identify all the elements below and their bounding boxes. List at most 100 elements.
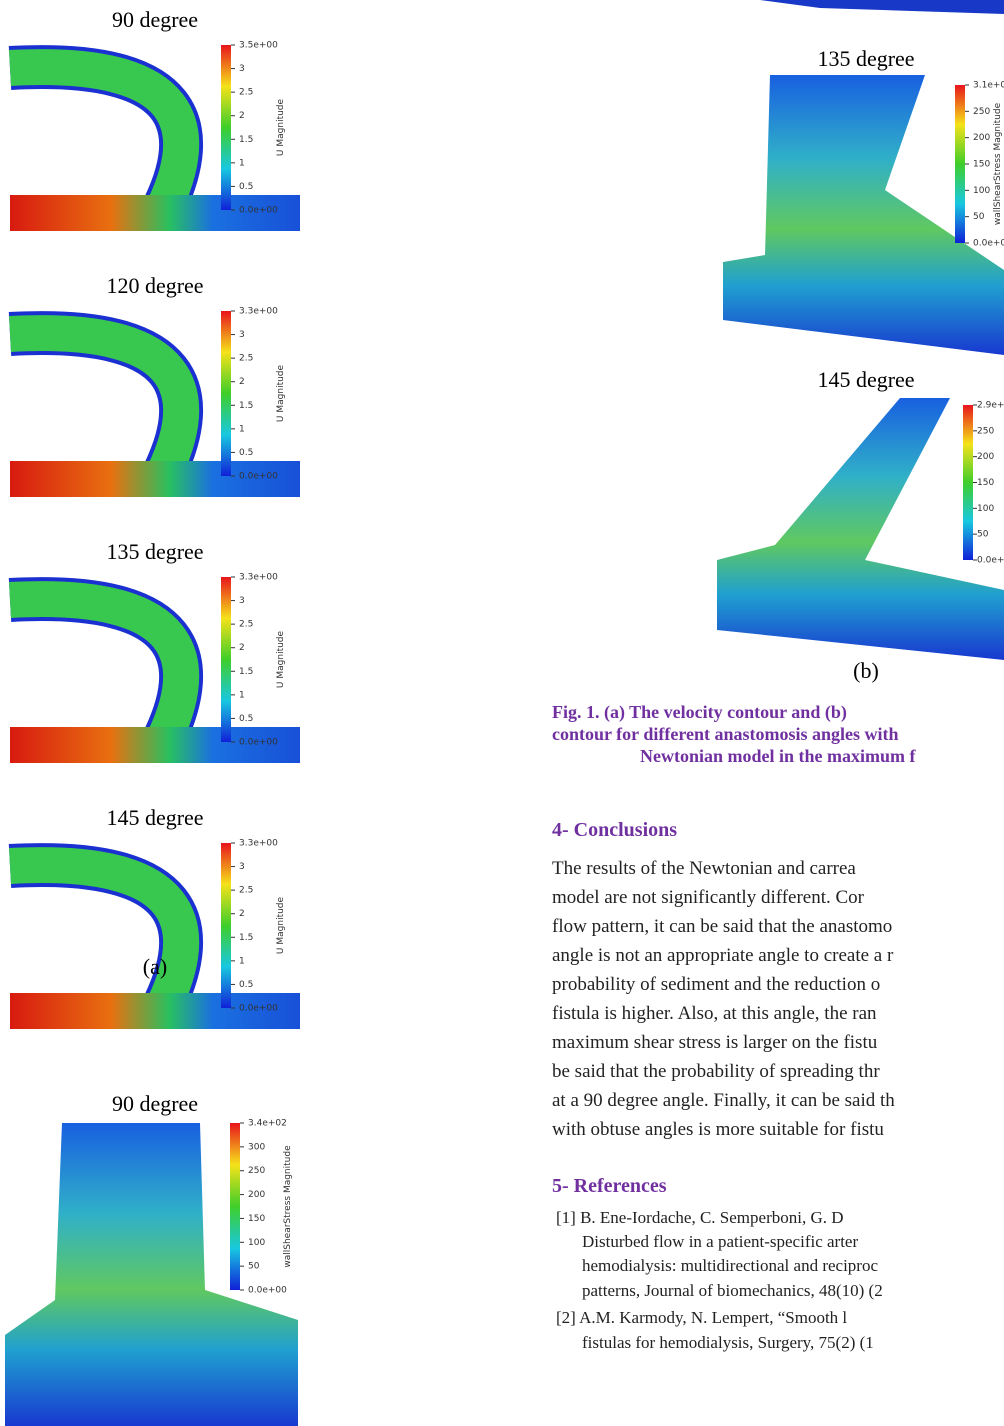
colorbar-label: 0.0e+00 bbox=[239, 1004, 278, 1014]
colorbar bbox=[963, 405, 973, 560]
colorbar bbox=[955, 85, 965, 243]
colorbar-label: 2.5 bbox=[239, 620, 253, 630]
panel-label: 145 degree bbox=[817, 367, 914, 392]
colorbar-label: 3 bbox=[239, 330, 245, 340]
colorbar-label: 50 bbox=[973, 212, 985, 222]
colorbar-label: 3.3e+00 bbox=[239, 573, 278, 583]
reference-line: [1] B. Ene-Iordache, C. Semperboni, G. D bbox=[556, 1208, 844, 1227]
colorbar-label: 1.5 bbox=[239, 135, 253, 145]
colorbar-title: U Magnitude bbox=[276, 98, 286, 156]
reference-line: patterns, Journal of biomechanics, 48(10… bbox=[582, 1281, 883, 1300]
panel-label: 135 degree bbox=[817, 46, 914, 71]
vessel-flow bbox=[9, 581, 199, 745]
section-heading: 4- Conclusions bbox=[552, 819, 677, 841]
section-heading: 5- References bbox=[552, 1175, 667, 1197]
colorbar-label: 150 bbox=[977, 478, 994, 488]
colorbar-label: 0.0e+00 bbox=[239, 206, 278, 216]
colorbar-label: 3.3e+00 bbox=[239, 839, 278, 849]
colorbar bbox=[230, 1123, 240, 1290]
colorbar-label: 2 bbox=[239, 909, 245, 919]
colorbar-label: 0.0e+00 bbox=[977, 556, 1004, 566]
vessel-flow bbox=[9, 315, 199, 479]
colorbar-label: 2.5 bbox=[239, 88, 253, 98]
colorbar-label: 0.5 bbox=[239, 182, 253, 192]
caption-line: contour for different anastomosis angles… bbox=[552, 724, 899, 744]
colorbar-label: 250 bbox=[973, 107, 990, 117]
colorbar-label: 3.4e+02 bbox=[248, 1119, 287, 1129]
colorbar-label: 1.5 bbox=[239, 933, 253, 943]
vessel-wss bbox=[723, 75, 1004, 355]
colorbar bbox=[221, 45, 231, 210]
panel-label: 120 degree bbox=[106, 273, 203, 298]
colorbar-label: 200 bbox=[977, 452, 994, 462]
colorbar-label: 1 bbox=[239, 424, 245, 434]
colorbar-label: 150 bbox=[973, 160, 990, 170]
colorbar-label: 0.0e+00 bbox=[239, 738, 278, 748]
colorbar-label: 100 bbox=[977, 504, 994, 514]
colorbar-label: 3.3e+00 bbox=[239, 307, 278, 317]
panel-group-label: (b) bbox=[853, 658, 879, 683]
paragraph-line: with obtuse angles is more suitable for … bbox=[552, 1119, 884, 1140]
reference-line: Disturbed flow in a patient-specific art… bbox=[582, 1232, 858, 1251]
colorbar-label: 150 bbox=[248, 1214, 265, 1224]
colorbar-label: 3 bbox=[239, 64, 245, 74]
colorbar-label: 0.5 bbox=[239, 980, 253, 990]
vessel-tube bbox=[10, 727, 300, 763]
colorbar-label: 3 bbox=[239, 596, 245, 606]
colorbar bbox=[221, 577, 231, 742]
paragraph-line: flow pattern, it can be said that the an… bbox=[552, 916, 892, 937]
colorbar-label: 1 bbox=[239, 158, 245, 168]
vessel-tube bbox=[10, 461, 300, 497]
paragraph-line: probability of sediment and the reductio… bbox=[552, 974, 880, 995]
colorbar-title: U Magnitude bbox=[276, 630, 286, 688]
paragraph-line: fistula is higher. Also, at this angle, … bbox=[552, 1003, 877, 1024]
colorbar-label: 0.5 bbox=[239, 714, 253, 724]
colorbar-label: 300 bbox=[248, 1142, 265, 1152]
colorbar-label: 0.5 bbox=[239, 448, 253, 458]
colorbar-label: 200 bbox=[973, 133, 990, 143]
reference-line: [2] A.M. Karmody, N. Lempert, “Smooth l bbox=[556, 1308, 847, 1327]
colorbar-label: 0.0e+00 bbox=[248, 1286, 287, 1296]
colorbar-label: 2.9e+02 bbox=[977, 401, 1004, 411]
panel-label: 90 degree bbox=[112, 1091, 198, 1116]
colorbar-label: 1.5 bbox=[239, 401, 253, 411]
paragraph-line: at a 90 degree angle. Finally, it can be… bbox=[552, 1090, 895, 1111]
panel-label: 145 degree bbox=[106, 805, 203, 830]
colorbar-label: 0.0e+00 bbox=[239, 472, 278, 482]
vessel-flow bbox=[9, 49, 199, 213]
colorbar-label: 1.5 bbox=[239, 667, 253, 677]
colorbar-label: 3.1e+02 bbox=[973, 81, 1004, 91]
vessel-flow bbox=[9, 847, 199, 1011]
colorbar-label: 50 bbox=[248, 1262, 260, 1272]
caption-line: Newtonian model in the maximum f bbox=[640, 746, 916, 766]
colorbar-label: 1 bbox=[239, 956, 245, 966]
reference-line: fistulas for hemodialysis, Surgery, 75(2… bbox=[582, 1333, 874, 1352]
panel-label: 90 degree bbox=[112, 7, 198, 32]
colorbar-label: 50 bbox=[977, 530, 989, 540]
paragraph-line: maximum shear stress is larger on the fi… bbox=[552, 1032, 878, 1053]
vessel-wss bbox=[717, 398, 1004, 660]
vessel-tube bbox=[10, 993, 300, 1029]
paragraph-line: angle is not an appropriate angle to cre… bbox=[552, 945, 894, 966]
paragraph-line: The results of the Newtonian and carrea bbox=[552, 858, 856, 879]
colorbar-label: 3.5e+00 bbox=[239, 41, 278, 51]
colorbar-label: 250 bbox=[248, 1166, 265, 1176]
colorbar-label: 2.5 bbox=[239, 354, 253, 364]
colorbar-label: 2.5 bbox=[239, 886, 253, 896]
colorbar-title: U Magnitude bbox=[276, 896, 286, 954]
reference-line: hemodialysis: multidirectional and recip… bbox=[582, 1256, 878, 1275]
colorbar-title: wallShearStress Magnitude bbox=[993, 102, 1003, 225]
colorbar-label: 2 bbox=[239, 111, 245, 121]
vessel-fragment bbox=[760, 0, 1004, 14]
colorbar-label: 3 bbox=[239, 862, 245, 872]
panel-group-label: (a) bbox=[143, 954, 167, 979]
colorbar-title: U Magnitude bbox=[276, 364, 286, 422]
colorbar-label: 100 bbox=[973, 186, 990, 196]
paragraph-line: model are not significantly different. C… bbox=[552, 887, 865, 908]
panel-label: 135 degree bbox=[106, 539, 203, 564]
vessel-tube bbox=[10, 195, 300, 231]
colorbar bbox=[221, 843, 231, 1008]
colorbar-label: 2 bbox=[239, 377, 245, 387]
colorbar-label: 200 bbox=[248, 1190, 265, 1200]
